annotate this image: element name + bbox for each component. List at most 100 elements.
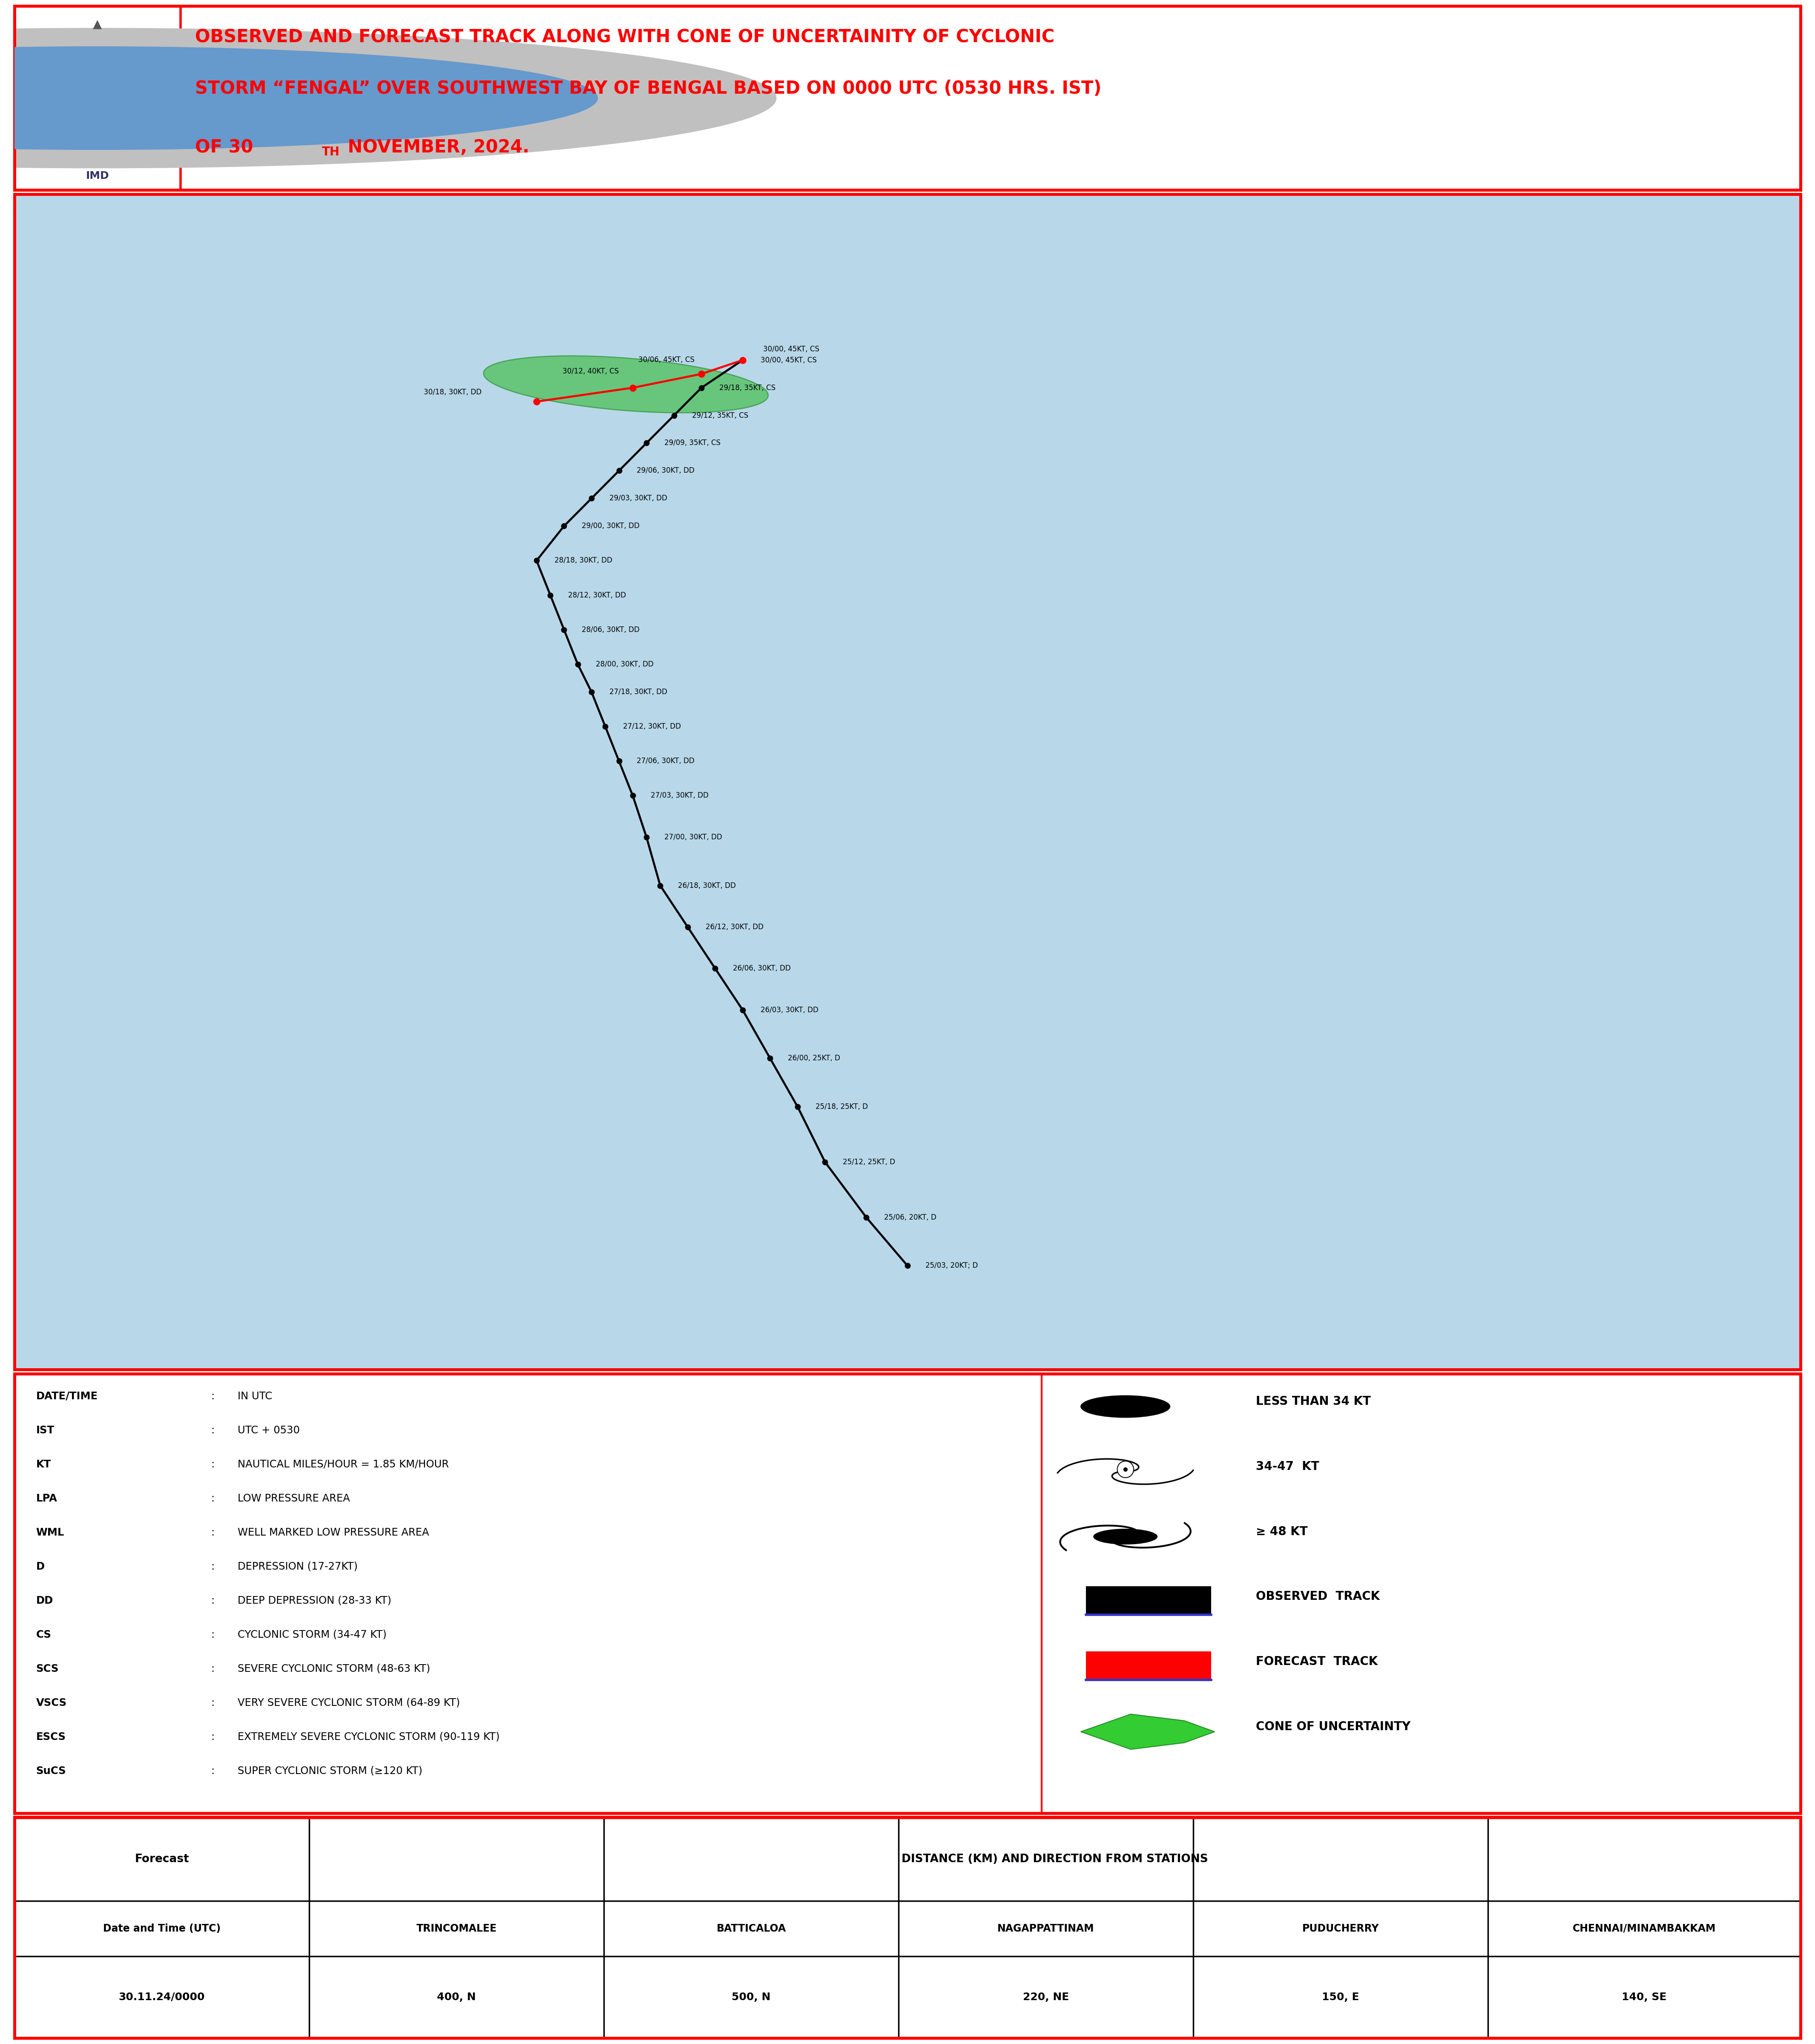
Text: 34-47  KT: 34-47 KT <box>1256 1461 1320 1472</box>
Text: DD: DD <box>36 1596 53 1607</box>
Text: TRINCOMALEE: TRINCOMALEE <box>416 1923 497 1934</box>
Text: CHENNAI/MINAMBAKKAM: CHENNAI/MINAMBAKKAM <box>1572 1923 1715 1934</box>
Text: EXTREMELY SEVERE CYCLONIC STORM (90-119 KT): EXTREMELY SEVERE CYCLONIC STORM (90-119 … <box>238 1731 499 1741</box>
Text: 29/12, 35KT, CS: 29/12, 35KT, CS <box>692 411 748 419</box>
Text: OBSERVED AND FORECAST TRACK ALONG WITH CONE OF UNCERTAINITY OF CYCLONIC: OBSERVED AND FORECAST TRACK ALONG WITH C… <box>194 29 1055 47</box>
Text: LESS THAN 34 KT: LESS THAN 34 KT <box>1256 1396 1370 1408</box>
Text: 28/06, 30KT, DD: 28/06, 30KT, DD <box>583 625 639 634</box>
Text: DISTANCE (KM) AND DIRECTION FROM STATIONS: DISTANCE (KM) AND DIRECTION FROM STATION… <box>902 1854 1209 1864</box>
Text: :: : <box>211 1392 214 1402</box>
Text: 27/06, 30KT, DD: 27/06, 30KT, DD <box>637 756 695 764</box>
Text: 25/03, 20KT; D: 25/03, 20KT; D <box>926 1261 978 1269</box>
Text: 26/00, 25KT, D: 26/00, 25KT, D <box>788 1055 840 1063</box>
Text: 27/18, 30KT, DD: 27/18, 30KT, DD <box>610 689 668 695</box>
Text: 150, E: 150, E <box>1321 1993 1359 2003</box>
Text: NOVEMBER, 2024.: NOVEMBER, 2024. <box>341 139 530 157</box>
Text: CYCLONIC STORM (34-47 KT): CYCLONIC STORM (34-47 KT) <box>238 1629 387 1639</box>
Text: PUDUCHERRY: PUDUCHERRY <box>1301 1923 1379 1934</box>
Text: 28/00, 30KT, DD: 28/00, 30KT, DD <box>595 660 653 668</box>
Text: ☉: ☉ <box>1114 1459 1136 1484</box>
Text: DEPRESSION (17-27KT): DEPRESSION (17-27KT) <box>238 1562 358 1572</box>
Text: :: : <box>211 1766 214 1776</box>
Text: SCS: SCS <box>36 1664 58 1674</box>
Text: :: : <box>211 1425 214 1435</box>
Text: SUPER CYCLONIC STORM (≥120 KT): SUPER CYCLONIC STORM (≥120 KT) <box>238 1766 423 1776</box>
Text: Date and Time (UTC): Date and Time (UTC) <box>103 1923 221 1934</box>
Text: 29/09, 35KT, CS: 29/09, 35KT, CS <box>664 439 721 448</box>
Text: 27/00, 30KT, DD: 27/00, 30KT, DD <box>664 834 722 840</box>
Text: 26/06, 30KT, DD: 26/06, 30KT, DD <box>733 965 791 973</box>
Text: :: : <box>211 1562 214 1572</box>
Text: DATE/TIME: DATE/TIME <box>36 1392 98 1402</box>
Text: :: : <box>211 1664 214 1674</box>
Bar <box>1085 1586 1211 1615</box>
Circle shape <box>0 47 597 149</box>
Text: KT: KT <box>36 1459 51 1470</box>
Text: TH: TH <box>321 145 339 157</box>
Text: ESCS: ESCS <box>36 1731 65 1741</box>
Text: :: : <box>211 1629 214 1639</box>
Text: ≥ 48 KT: ≥ 48 KT <box>1256 1525 1307 1537</box>
Text: UTC + 0530: UTC + 0530 <box>238 1425 299 1435</box>
Circle shape <box>1093 1529 1158 1545</box>
Text: FORECAST  TRACK: FORECAST TRACK <box>1256 1656 1378 1668</box>
Text: VERY SEVERE CYCLONIC STORM (64-89 KT): VERY SEVERE CYCLONIC STORM (64-89 KT) <box>238 1699 461 1709</box>
Text: :: : <box>211 1459 214 1470</box>
Text: 30/18, 30KT, DD: 30/18, 30KT, DD <box>423 388 481 397</box>
Text: 30/00, 45KT, CS: 30/00, 45KT, CS <box>764 345 819 354</box>
Text: 30.11.24/0000: 30.11.24/0000 <box>118 1993 205 2003</box>
Text: 29/00, 30KT, DD: 29/00, 30KT, DD <box>583 521 639 529</box>
Text: 28/18, 30KT, DD: 28/18, 30KT, DD <box>554 556 612 564</box>
Text: BATTICALOA: BATTICALOA <box>717 1923 786 1934</box>
Text: 30/12, 40KT, CS: 30/12, 40KT, CS <box>563 368 619 376</box>
Circle shape <box>0 29 777 168</box>
Text: OBSERVED  TRACK: OBSERVED TRACK <box>1256 1590 1379 1602</box>
Text: :: : <box>211 1527 214 1537</box>
Text: CONE OF UNCERTAINTY: CONE OF UNCERTAINTY <box>1256 1721 1410 1733</box>
Text: 29/03, 30KT, DD: 29/03, 30KT, DD <box>610 495 668 503</box>
Text: 25/06, 20KT, D: 25/06, 20KT, D <box>884 1214 937 1220</box>
Text: :: : <box>211 1596 214 1607</box>
Text: Forecast: Forecast <box>134 1854 189 1864</box>
Text: 500, N: 500, N <box>731 1993 771 2003</box>
Text: :: : <box>211 1699 214 1709</box>
Text: SEVERE CYCLONIC STORM (48-63 KT): SEVERE CYCLONIC STORM (48-63 KT) <box>238 1664 430 1674</box>
Text: OF 30: OF 30 <box>194 139 252 157</box>
Text: :: : <box>211 1494 214 1504</box>
Text: VSCS: VSCS <box>36 1699 67 1709</box>
Text: LPA: LPA <box>36 1494 58 1504</box>
Text: 29/06, 30KT, DD: 29/06, 30KT, DD <box>637 466 695 474</box>
Text: 26/18, 30KT, DD: 26/18, 30KT, DD <box>679 881 735 889</box>
Text: NAUTICAL MILES/HOUR = 1.85 KM/HOUR: NAUTICAL MILES/HOUR = 1.85 KM/HOUR <box>238 1459 448 1470</box>
Text: IN UTC: IN UTC <box>238 1392 272 1402</box>
Text: SuCS: SuCS <box>36 1766 65 1776</box>
Text: 140, SE: 140, SE <box>1623 1993 1666 2003</box>
Text: WELL MARKED LOW PRESSURE AREA: WELL MARKED LOW PRESSURE AREA <box>238 1527 428 1537</box>
Text: 25/18, 25KT, D: 25/18, 25KT, D <box>815 1104 868 1110</box>
Text: WML: WML <box>36 1527 64 1537</box>
Text: 27/03, 30KT, DD: 27/03, 30KT, DD <box>650 791 708 799</box>
Text: 29/18, 35KT, CS: 29/18, 35KT, CS <box>719 384 775 392</box>
Text: LOW PRESSURE AREA: LOW PRESSURE AREA <box>238 1494 350 1504</box>
Text: ▲: ▲ <box>93 18 102 31</box>
Text: STORM “FENGAL” OVER SOUTHWEST BAY OF BENGAL BASED ON 0000 UTC (0530 HRS. IST): STORM “FENGAL” OVER SOUTHWEST BAY OF BEN… <box>194 80 1102 98</box>
Text: 25/12, 25KT, D: 25/12, 25KT, D <box>842 1159 895 1165</box>
Ellipse shape <box>483 356 768 413</box>
Polygon shape <box>1080 1715 1214 1750</box>
Text: 26/12, 30KT, DD: 26/12, 30KT, DD <box>706 924 764 930</box>
Text: 27/12, 30KT, DD: 27/12, 30KT, DD <box>623 724 681 730</box>
Text: 26/03, 30KT, DD: 26/03, 30KT, DD <box>760 1006 819 1014</box>
Circle shape <box>1080 1396 1171 1419</box>
Text: 400, N: 400, N <box>437 1993 476 2003</box>
Text: IMD: IMD <box>85 170 109 180</box>
Text: CS: CS <box>36 1629 51 1639</box>
Text: 30/00, 45KT, CS: 30/00, 45KT, CS <box>760 356 817 364</box>
Text: :: : <box>211 1731 214 1741</box>
Text: NAGAPPATTINAM: NAGAPPATTINAM <box>998 1923 1094 1934</box>
Text: 28/12, 30KT, DD: 28/12, 30KT, DD <box>568 591 626 599</box>
Text: D: D <box>36 1562 45 1572</box>
Bar <box>1085 1652 1211 1680</box>
Text: DEEP DEPRESSION (28-33 KT): DEEP DEPRESSION (28-33 KT) <box>238 1596 392 1607</box>
Text: 220, NE: 220, NE <box>1024 1993 1069 2003</box>
Text: 30/06, 45KT, CS: 30/06, 45KT, CS <box>639 356 695 364</box>
